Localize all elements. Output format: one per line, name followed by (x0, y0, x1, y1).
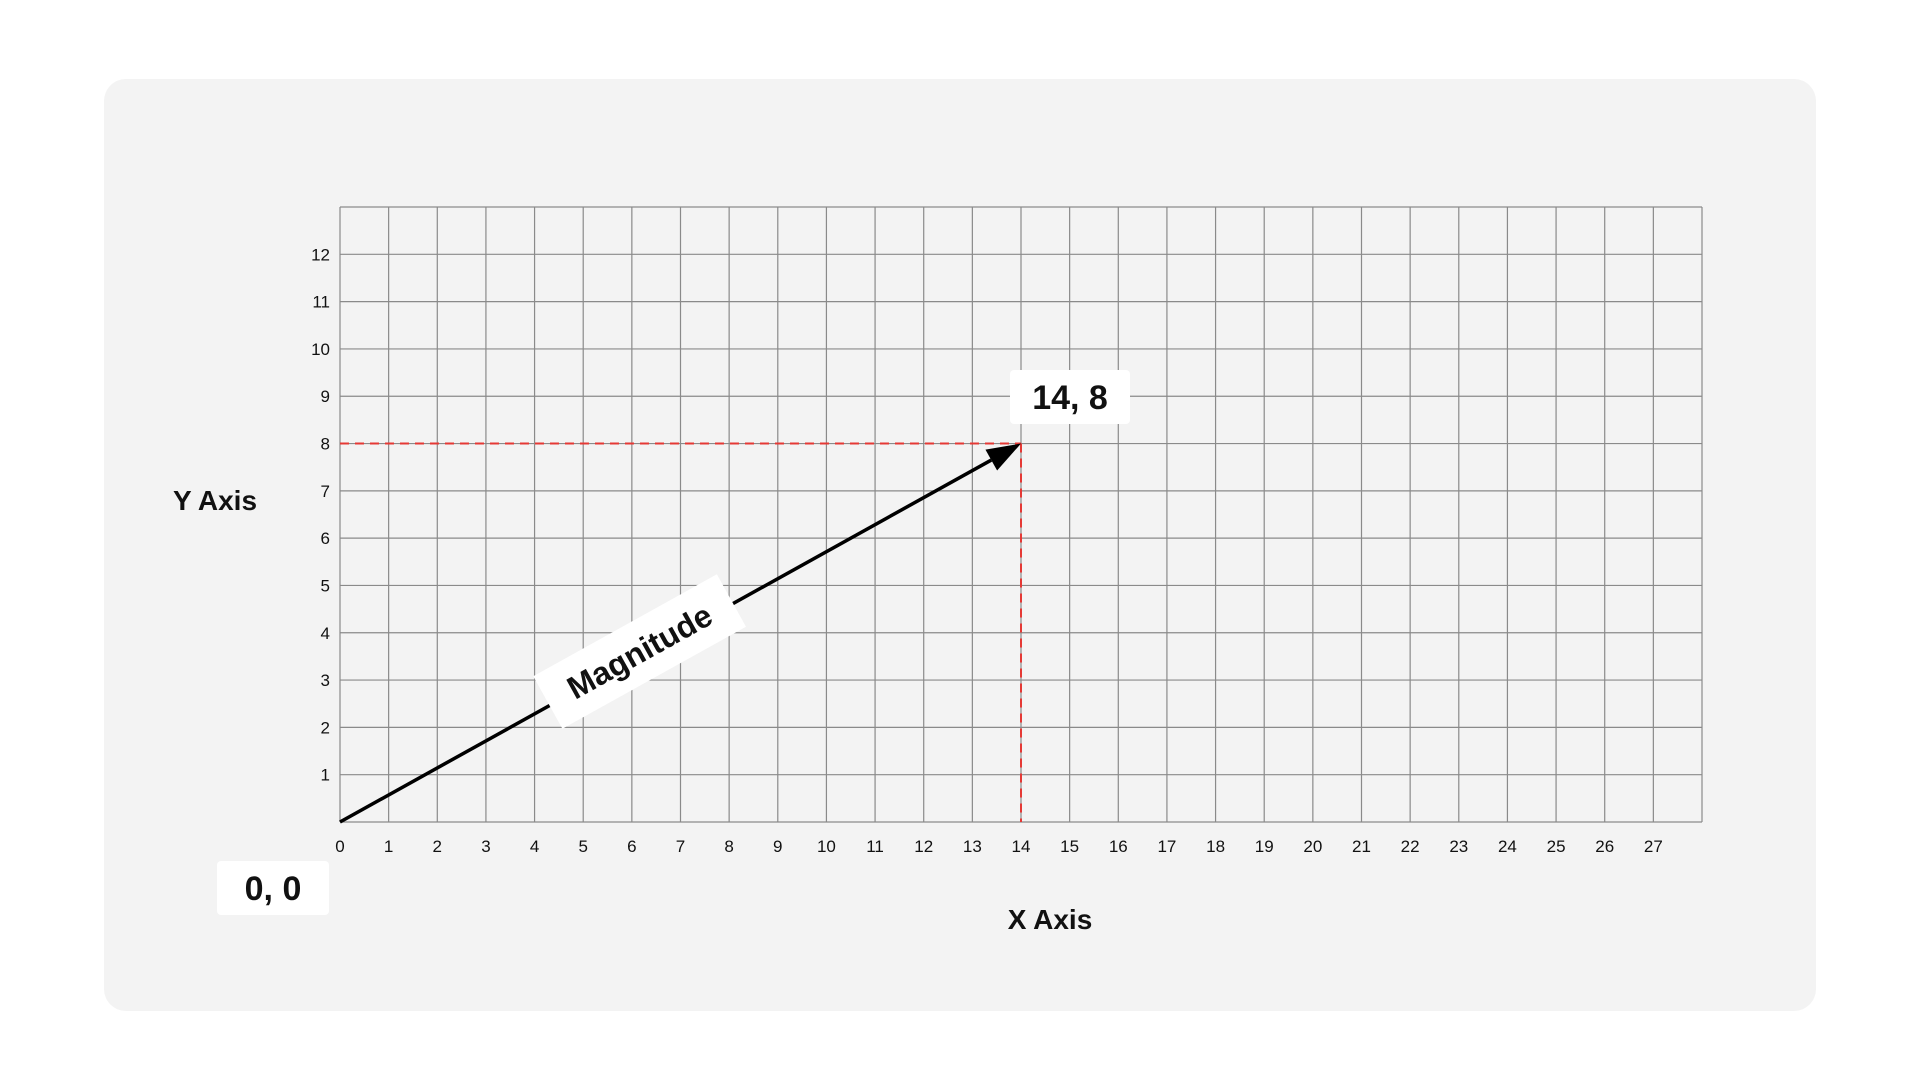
tip-label-box (1010, 370, 1130, 424)
x-tick-label: 20 (1303, 837, 1322, 856)
origin-callout: 0, 0 (217, 861, 329, 915)
origin-label: 0, 0 (245, 870, 302, 908)
x-tick-label: 26 (1595, 837, 1614, 856)
x-tick-label: 18 (1206, 837, 1225, 856)
x-tick-label: 27 (1644, 837, 1663, 856)
y-tick-label: 4 (321, 624, 330, 643)
vector-arrowhead (985, 443, 1021, 471)
y-tick-label: 12 (311, 245, 330, 264)
diagram-panel (104, 79, 1816, 1011)
tip-label: 14, 8 (1032, 379, 1108, 417)
y-tick-label: 2 (321, 718, 330, 737)
y-tick-label: 7 (321, 482, 330, 501)
x-axis-ticks: 0 1 2 3 4 5 6 7 8 9 10 11 12 13 14 15 16 17 18 19 20 21 22 23 24… (335, 837, 1663, 856)
x-tick-label: 4 (530, 837, 539, 856)
x-tick-label: 21 (1352, 837, 1371, 856)
x-tick-label: 15 (1060, 837, 1079, 856)
y-tick-label: 5 (321, 576, 330, 595)
x-tick-label: 6 (627, 837, 636, 856)
x-tick-label: 23 (1449, 837, 1468, 856)
origin-label-box (217, 861, 329, 915)
x-tick-label: 3 (481, 837, 490, 856)
y-axis-title: Y Axis (173, 485, 257, 516)
projection-guides (340, 442, 1022, 822)
y-tick-label: 10 (311, 340, 330, 359)
x-tick-label: 17 (1157, 837, 1176, 856)
x-tick-label: 2 (433, 837, 442, 856)
y-tick-label: 3 (321, 671, 330, 690)
x-tick-label: 25 (1547, 837, 1566, 856)
x-tick-label: 12 (914, 837, 933, 856)
tip-callout: 14, 8 (1010, 370, 1130, 424)
x-tick-label: 10 (817, 837, 836, 856)
x-tick-label: 0 (335, 837, 344, 856)
x-tick-label: 14 (1012, 837, 1031, 856)
x-tick-label: 13 (963, 837, 982, 856)
y-tick-label: 9 (321, 387, 330, 406)
y-tick-label: 8 (321, 435, 330, 454)
x-tick-label: 22 (1401, 837, 1420, 856)
x-tick-label: 24 (1498, 837, 1517, 856)
x-tick-label: 9 (773, 837, 782, 856)
magnitude-label-box (533, 574, 746, 729)
x-tick-label: 19 (1255, 837, 1274, 856)
x-tick-label: 11 (866, 837, 884, 856)
x-tick-label: 5 (578, 837, 587, 856)
x-tick-label: 8 (724, 837, 733, 856)
y-tick-label: 11 (312, 293, 330, 312)
x-tick-label: 16 (1109, 837, 1128, 856)
x-axis-title: X Axis (1008, 904, 1093, 935)
x-tick-label: 1 (384, 837, 393, 856)
y-tick-label: 6 (321, 529, 330, 548)
y-tick-label: 1 (321, 766, 330, 785)
x-tick-label: 7 (676, 837, 685, 856)
